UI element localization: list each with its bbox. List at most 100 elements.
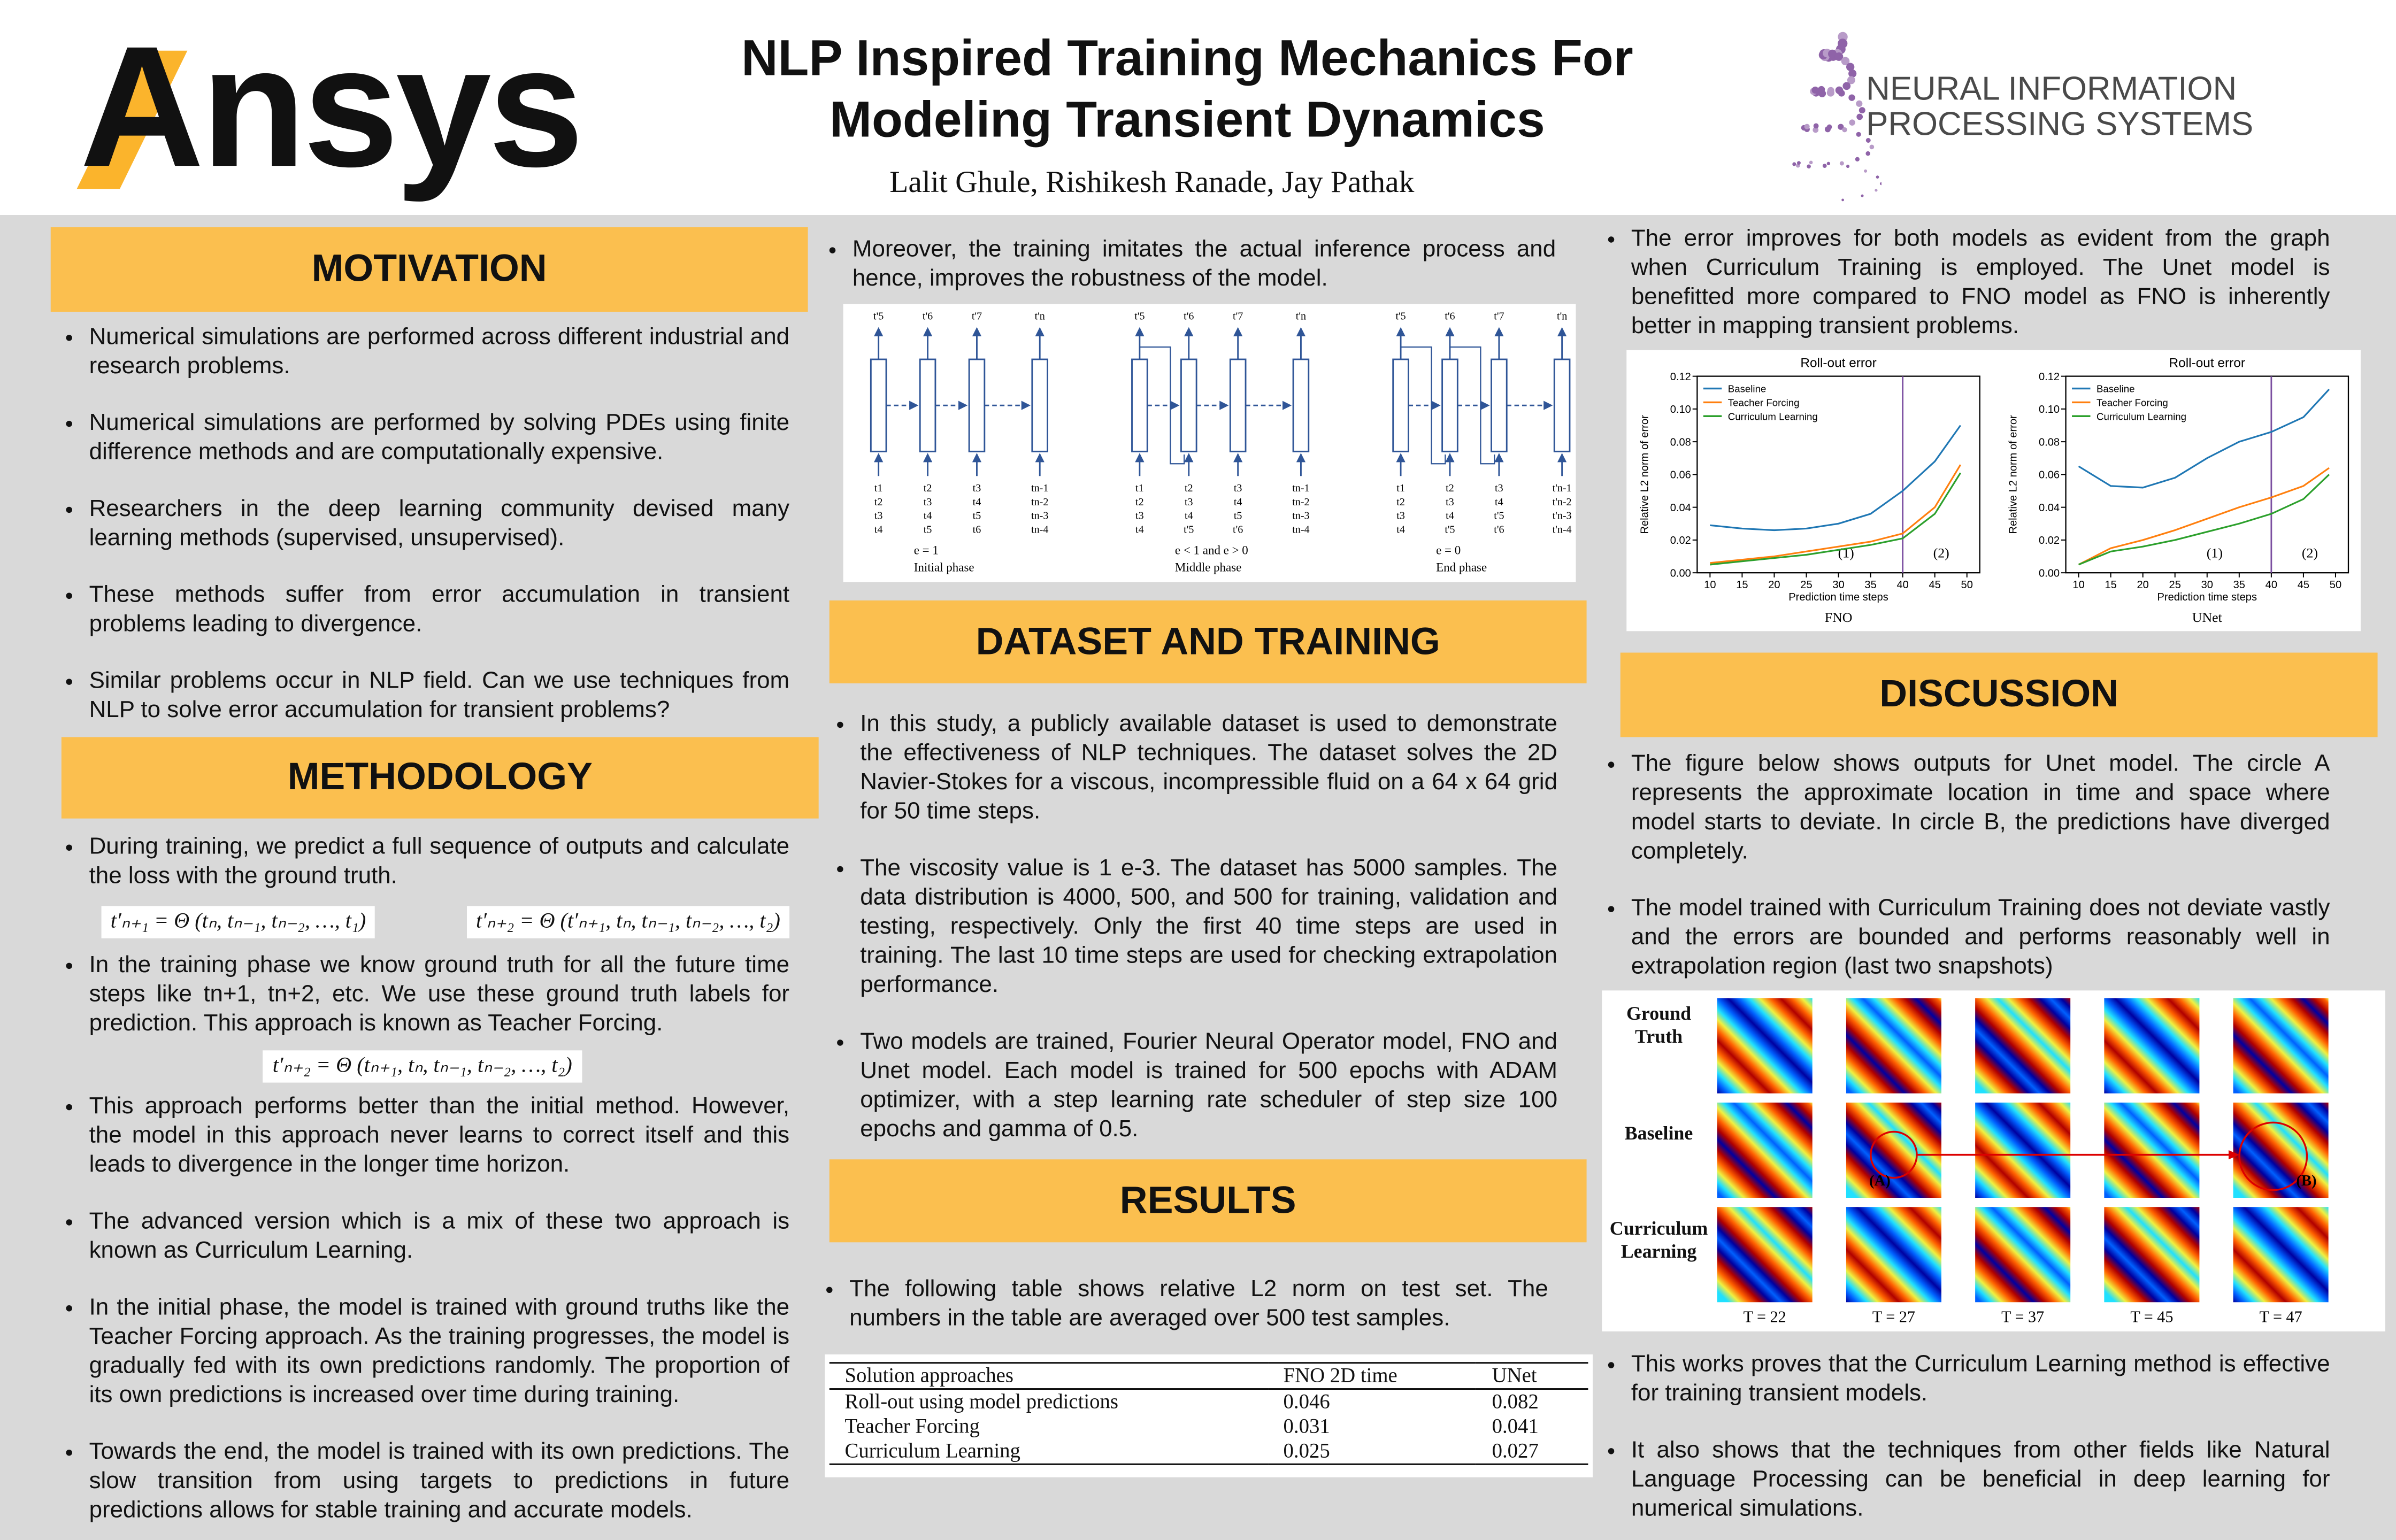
chart: Roll-out error 0.00 0.02 0.04 0.06 0.08 0.10 0.…: [2008, 356, 2349, 625]
y-tick-label: 0.00: [1670, 567, 1691, 579]
section-body: The figure below shows outputs for Unet …: [1598, 749, 2330, 1008]
title-line: Modeling Transient Dynamics: [830, 90, 1545, 148]
diagram-label: t'7: [972, 310, 982, 322]
logo-dot: [1839, 161, 1844, 166]
logo-left: Ansys: [80, 11, 583, 203]
diagram-block: [1180, 358, 1197, 452]
diagram-block: [1031, 358, 1049, 452]
data-line: [2078, 467, 2330, 566]
bullet-list: Moreover, the training imitates the actu…: [819, 235, 1556, 293]
table-cell: Roll-out using model predictions: [844, 1389, 1119, 1413]
logo-line: PROCESSING SYSTEMS: [1866, 106, 2254, 143]
bullet: This approach performs better than the i…: [89, 1092, 790, 1180]
equation: t′ₙ₊₂ = Θ (tₙ₊₁, tₙ, tₙ₋₁, tₙ₋₂, …, t₂): [263, 1050, 581, 1083]
logo-dot: [1876, 175, 1879, 179]
bullet: The figure below shows outputs for Unet …: [1631, 749, 2330, 866]
diagram-label: t'5: [873, 310, 884, 322]
time-label: T = 37: [2001, 1308, 2044, 1326]
section-body: During training, we predict a full seque…: [55, 833, 790, 1540]
bullet: In the training phase we know ground tru…: [89, 951, 790, 1038]
bullet: In the initial phase, the model is train…: [89, 1293, 790, 1410]
section-heading: METHODOLOGY: [61, 737, 819, 819]
logo-dot: [1828, 49, 1837, 58]
x-tick-label: 50: [2330, 579, 2341, 591]
y-tick-label: 0.02: [1670, 535, 1691, 546]
diagram-input: t'6: [1233, 524, 1243, 536]
table-cell: Teacher Forcing: [844, 1414, 980, 1438]
logo-right: NEURAL INFORMATION PROCESSING SYSTEMS: [1866, 72, 2253, 143]
legend-label: Curriculum Learning: [2096, 411, 2186, 422]
x-tick-label: 10: [2072, 579, 2084, 591]
chart-title: Roll-out error: [1800, 356, 1876, 370]
diagram-label: t'6: [923, 310, 933, 322]
diagram-input: t1: [1396, 482, 1405, 494]
diagram-input: t4: [1446, 510, 1454, 522]
heatmap: [1846, 1102, 1941, 1198]
heatmap: [1975, 998, 2071, 1094]
bullet-list: In this study, a publicly available data…: [826, 710, 1557, 1144]
logo-dot: [1834, 52, 1844, 61]
heatmap: [1846, 1207, 1941, 1303]
section-heading: MOTIVATION: [50, 227, 808, 312]
heatmap: [2104, 1102, 2200, 1198]
x-tick-label: 45: [1929, 579, 1941, 591]
logo-dot: [1826, 124, 1832, 130]
bullet-list: The error improves for both models as ev…: [1598, 224, 2330, 341]
diagram-input: t'n-1: [1553, 482, 1572, 494]
logo-dot: [1875, 189, 1878, 192]
bullet: During training, we predict a full seque…: [89, 833, 790, 891]
logo-dot: [1847, 76, 1855, 84]
heatmap: [1717, 1207, 1813, 1303]
x-tick-label: 25: [2169, 579, 2181, 591]
y-axis-label: Relative L2 norm of error: [1639, 415, 1650, 534]
chart-box: Roll-out error 0.00 0.02 0.04 0.06 0.08 0.10 0.…: [1626, 350, 2361, 632]
diagram-feedback: [1449, 346, 1495, 465]
title-line: NLP Inspired Training Mechanics For: [741, 29, 1633, 86]
equation: t′ₙ₊₁ = Θ (tₙ, tₙ₋₁, tₙ₋₂, …, t₁): [101, 906, 375, 938]
diagram-input: t3: [1396, 510, 1405, 522]
logo-dot: [1813, 123, 1819, 129]
diagram-condition: e = 1: [914, 544, 939, 557]
diagram-input: t5: [973, 510, 981, 522]
diagram-input: t'n-2: [1553, 496, 1572, 508]
authors: Lalit Ghule, Rishikesh Ranade, Jay Patha…: [889, 166, 1415, 200]
logo-dot: [1865, 138, 1871, 143]
heatmap: [1975, 1207, 2071, 1303]
x-tick-label: 35: [2233, 579, 2245, 591]
time-label: T = 27: [1872, 1308, 1915, 1326]
table-cell: 0.046: [1283, 1389, 1330, 1413]
title: NLP Inspired Training Mechanics For Mode…: [583, 28, 1791, 151]
data-line: [1710, 425, 1961, 532]
diagram-input: t'6: [1494, 524, 1504, 536]
x-tick-label: 35: [1864, 579, 1876, 591]
diagram-feedback: [1401, 346, 1446, 465]
bullet-list: This approach performs better than the i…: [55, 1092, 790, 1525]
diagram-input: t3: [1185, 496, 1193, 508]
diagram-label: t'5: [1395, 310, 1406, 322]
data-line: [2078, 474, 2330, 566]
x-tick-label: 15: [1736, 579, 1748, 591]
diagram-input: t3: [1446, 496, 1454, 508]
bullet-list: Numerical simulations are performed acro…: [55, 322, 790, 725]
table-row: Teacher Forcing 0.031 0.041: [830, 1414, 1588, 1439]
table-header: Solution approaches FNO 2D time UNet: [829, 1362, 1588, 1389]
section-body: In this study, a publicly available data…: [826, 710, 1557, 1172]
bullet: This works proves that the Curriculum Le…: [1631, 1350, 2330, 1408]
logo-dot: [1859, 107, 1865, 114]
logo-dot: [1797, 161, 1801, 165]
heatmap: [2104, 998, 2200, 1094]
section-body: This works proves that the Curriculum Le…: [1598, 1350, 2330, 1540]
diagram-caption: Middle phase: [1175, 560, 1241, 574]
results-table: Solution approaches FNO 2D time UNet Roll-o…: [829, 1362, 1588, 1465]
logo-dot: [1792, 162, 1796, 166]
diagram-input: t'n-4: [1553, 524, 1572, 536]
y-tick-label: 0.04: [1670, 502, 1691, 514]
diagram-input: t4: [874, 524, 883, 536]
logo-slash: [76, 50, 188, 189]
bullet: The error improves for both models as ev…: [1631, 224, 2330, 341]
bullet: The following table shows relative L2 no…: [849, 1275, 1548, 1333]
bullet: The advanced version which is a mix of t…: [89, 1207, 790, 1265]
table-cell: 0.025: [1283, 1438, 1330, 1462]
diagram-input: t'5: [1184, 524, 1194, 536]
x-tick-label: 30: [1832, 579, 1844, 591]
